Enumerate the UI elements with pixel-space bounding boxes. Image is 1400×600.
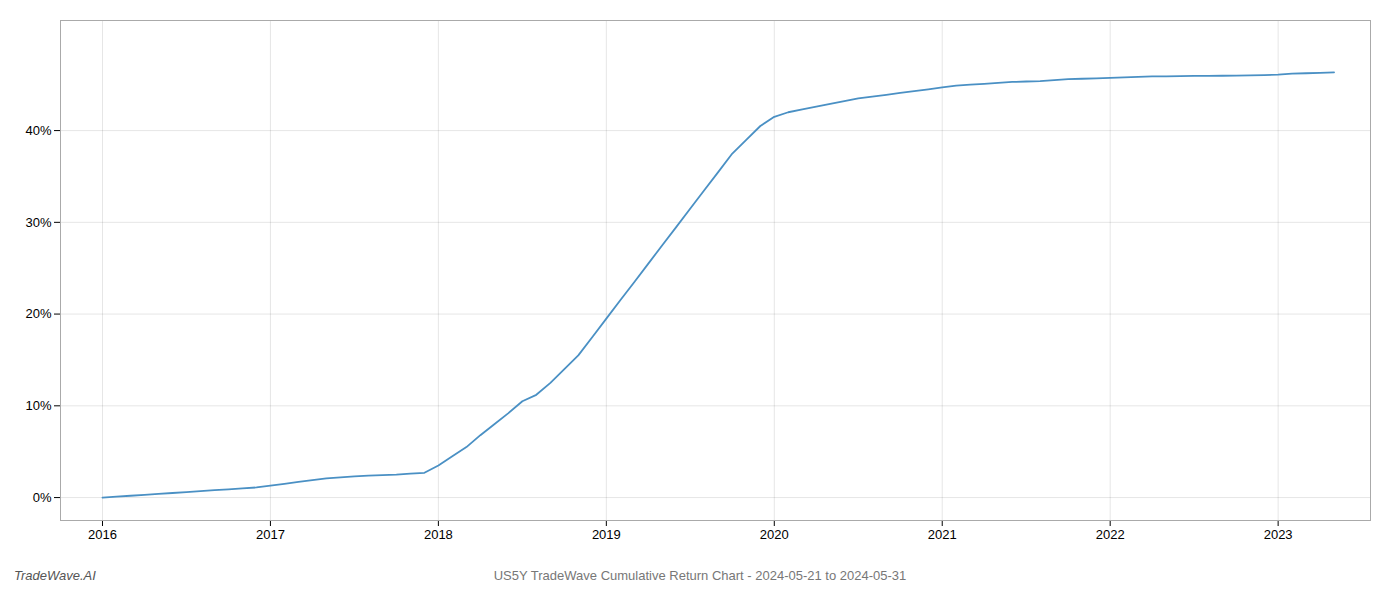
svg-text:0%: 0% <box>33 490 52 505</box>
svg-text:2023: 2023 <box>1264 527 1293 542</box>
svg-text:2020: 2020 <box>760 527 789 542</box>
svg-text:20%: 20% <box>25 306 51 321</box>
svg-text:2016: 2016 <box>88 527 117 542</box>
svg-text:2018: 2018 <box>424 527 453 542</box>
svg-text:10%: 10% <box>25 398 51 413</box>
html-text:US5Y TradeWave Cumulative Retu: US5Y TradeWave Cumulative Return Chart -… <box>493 568 907 583</box>
svg-text:2022: 2022 <box>1096 527 1125 542</box>
svg-text:40%: 40% <box>25 123 51 138</box>
html-text:TradeWave.AI: TradeWave.AI <box>14 568 96 583</box>
svg-text:2017: 2017 <box>256 527 285 542</box>
svg-text:2021: 2021 <box>928 527 957 542</box>
svg-text:2019: 2019 <box>592 527 621 542</box>
svg-text:30%: 30% <box>25 214 51 229</box>
